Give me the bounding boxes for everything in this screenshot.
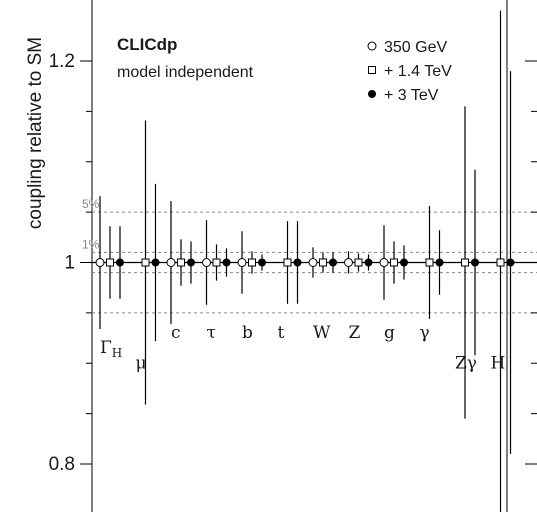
data-point — [212, 244, 221, 281]
chart-subtitle: model independent — [117, 64, 254, 81]
data-point — [400, 245, 408, 280]
data-point — [293, 221, 302, 304]
data-point — [141, 120, 150, 405]
category-label: b — [242, 323, 253, 343]
data-point — [187, 241, 195, 284]
category-label: t — [278, 323, 285, 343]
point-marker — [151, 258, 160, 267]
legend-marker — [367, 41, 377, 51]
category-label: τ — [207, 323, 216, 343]
point-marker — [425, 258, 434, 267]
legend-label: + 3 TeV — [384, 87, 439, 104]
point-marker — [400, 258, 408, 267]
point-marker — [141, 258, 150, 267]
data-point — [283, 221, 292, 304]
data-point — [425, 206, 434, 319]
category-label: Zγ — [455, 353, 477, 373]
point-marker — [319, 258, 327, 267]
data-point — [364, 254, 373, 271]
point-marker — [202, 258, 211, 267]
data-point — [435, 230, 444, 295]
point-marker — [106, 258, 114, 267]
point-marker — [293, 258, 302, 267]
point-marker — [354, 258, 363, 267]
data-point — [390, 241, 398, 284]
data-point — [95, 196, 105, 329]
y-tick-label: 1.2 — [49, 51, 75, 72]
data-point — [344, 251, 353, 274]
data-point — [496, 10, 505, 512]
category-label: ΓH — [100, 338, 122, 360]
point-marker — [435, 258, 444, 267]
point-marker — [308, 258, 318, 267]
data-point — [308, 247, 318, 278]
data-point — [166, 201, 176, 324]
point-marker — [222, 258, 231, 267]
data-point — [106, 226, 114, 299]
category-label: c — [171, 323, 181, 343]
point-marker — [390, 258, 398, 267]
point-marker — [166, 258, 176, 267]
data-point — [471, 169, 479, 356]
y-tick-label: 0.8 — [49, 454, 75, 475]
data-point — [461, 106, 469, 419]
data-point — [354, 253, 363, 272]
reference-line-label: 1% — [82, 237, 100, 251]
data-point — [506, 71, 515, 454]
legend-label: + 1.4 TeV — [384, 63, 452, 80]
point-marker — [344, 258, 353, 267]
point-marker — [212, 258, 221, 267]
data-point — [248, 251, 256, 274]
point-marker — [187, 258, 195, 267]
point-marker — [461, 258, 469, 267]
point-marker — [283, 258, 292, 267]
legend-marker — [368, 66, 376, 74]
data-point — [258, 254, 266, 271]
y-axis-label: coupling relative to SM — [25, 37, 46, 229]
category-label: H — [491, 353, 506, 373]
data-point — [116, 226, 124, 299]
point-marker — [471, 258, 479, 267]
data-point — [237, 231, 247, 294]
category-label: Z — [349, 323, 361, 343]
data-point — [177, 239, 185, 286]
category-label: W — [313, 323, 331, 343]
point-marker — [496, 258, 505, 267]
data-point — [379, 225, 389, 300]
y-tick-label: 1 — [64, 253, 75, 274]
legend-marker — [368, 90, 376, 98]
data-point — [319, 252, 327, 273]
data-point — [202, 220, 211, 305]
point-marker — [248, 258, 256, 267]
data-point — [151, 183, 160, 342]
chart-title: CLICdp — [117, 35, 177, 54]
point-marker — [364, 258, 373, 267]
point-marker — [177, 258, 185, 267]
category-label: μ — [136, 353, 147, 373]
point-marker — [329, 258, 337, 267]
point-marker — [258, 258, 266, 267]
point-marker — [95, 258, 105, 267]
data-point — [329, 252, 337, 273]
point-marker — [379, 258, 389, 267]
point-marker — [237, 258, 247, 267]
legend-label: 350 GeV — [384, 39, 447, 56]
point-marker — [116, 258, 124, 267]
category-label: γ — [420, 323, 430, 343]
point-marker — [506, 258, 515, 267]
data-point — [222, 248, 231, 277]
category-label: g — [384, 323, 395, 343]
reference-line-label: 5% — [82, 197, 100, 211]
legend: 350 GeV + 1.4 TeV + 3 TeV — [367, 39, 452, 104]
